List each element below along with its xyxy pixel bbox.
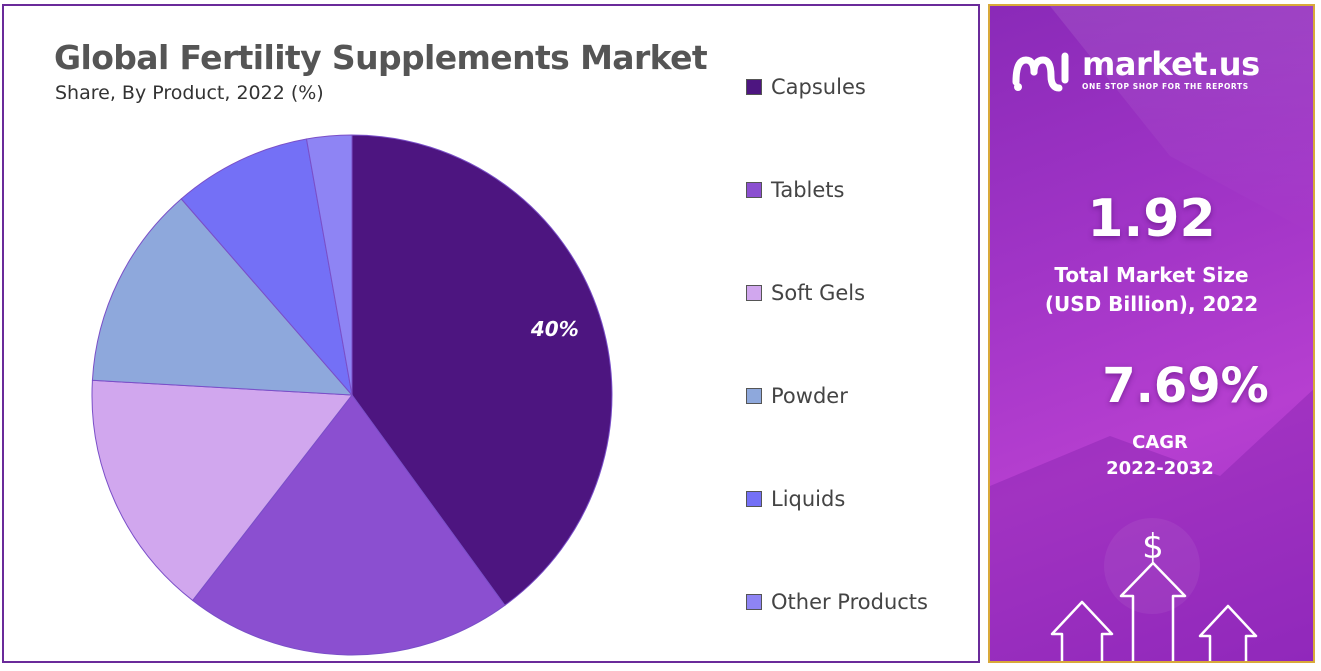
up-arrow-icons	[1050, 561, 1258, 661]
dollar-icon: $	[1142, 527, 1164, 567]
cagr-value: 7.69%	[1102, 358, 1269, 414]
legend-swatch	[746, 182, 762, 198]
up-arrow-center-icon	[1119, 561, 1187, 661]
chart-subtitle: Share, By Product, 2022 (%)	[55, 82, 324, 104]
legend-swatch	[746, 594, 762, 610]
pie-slice-liquids	[180, 138, 353, 397]
cagr-label-line1: CAGR	[1132, 432, 1188, 453]
legend-item: Other Products	[746, 587, 928, 617]
pie-slice-soft-gels	[91, 379, 353, 602]
pie-slice-powder	[91, 198, 354, 396]
market-size-label-line1: Total Market Size	[1054, 263, 1249, 287]
legend-item: Powder	[746, 381, 848, 411]
cagr-label: CAGR 2022-2032	[990, 430, 1313, 482]
pie-chart: 40%	[91, 134, 613, 656]
legend-swatch	[746, 79, 762, 95]
growth-arrows-decoration: $	[1050, 527, 1258, 661]
legend-item: Liquids	[746, 484, 845, 514]
legend-item: Tablets	[746, 175, 844, 205]
legend-item: Capsules	[746, 72, 866, 102]
legend-label: Tablets	[771, 178, 845, 202]
chart-title: Global Fertility Supplements Market	[54, 38, 708, 77]
market-size-label: Total Market Size (USD Billion), 2022	[990, 261, 1313, 319]
up-arrow-left-icon	[1050, 600, 1114, 661]
legend-swatch	[746, 491, 762, 507]
market-size-label-line2: (USD Billion), 2022	[1044, 292, 1259, 316]
legend-label: Powder	[771, 384, 848, 408]
legend-label: Soft Gels	[771, 281, 866, 305]
legend-swatch	[746, 285, 762, 301]
legend-label: Capsules	[771, 75, 866, 99]
chart-panel: Global Fertility Supplements Market Shar…	[2, 4, 980, 663]
legend-item: Soft Gels	[746, 278, 865, 308]
up-arrow-right-icon	[1198, 604, 1258, 661]
legend-swatch	[746, 388, 762, 404]
pie-slice-other-products	[305, 134, 353, 396]
legend-label: Other Products	[771, 590, 928, 614]
legend-label: Liquids	[771, 487, 846, 511]
pie-data-label: 40%	[530, 317, 579, 341]
brand-name: market.us	[1082, 44, 1260, 83]
market-us-logo-icon	[1012, 52, 1069, 92]
market-size-value: 1.92	[1087, 189, 1216, 249]
pie-slice-capsules	[351, 134, 613, 607]
pie-slice-tablets	[191, 394, 506, 656]
market-summary-panel: market.us ONE STOP SHOP FOR THE REPORTS …	[988, 4, 1315, 663]
brand-tagline: ONE STOP SHOP FOR THE REPORTS	[1082, 81, 1249, 91]
brand-logo: market.us ONE STOP SHOP FOR THE REPORTS	[1012, 46, 1260, 92]
cagr-label-line2: 2022-2032	[1106, 458, 1214, 479]
